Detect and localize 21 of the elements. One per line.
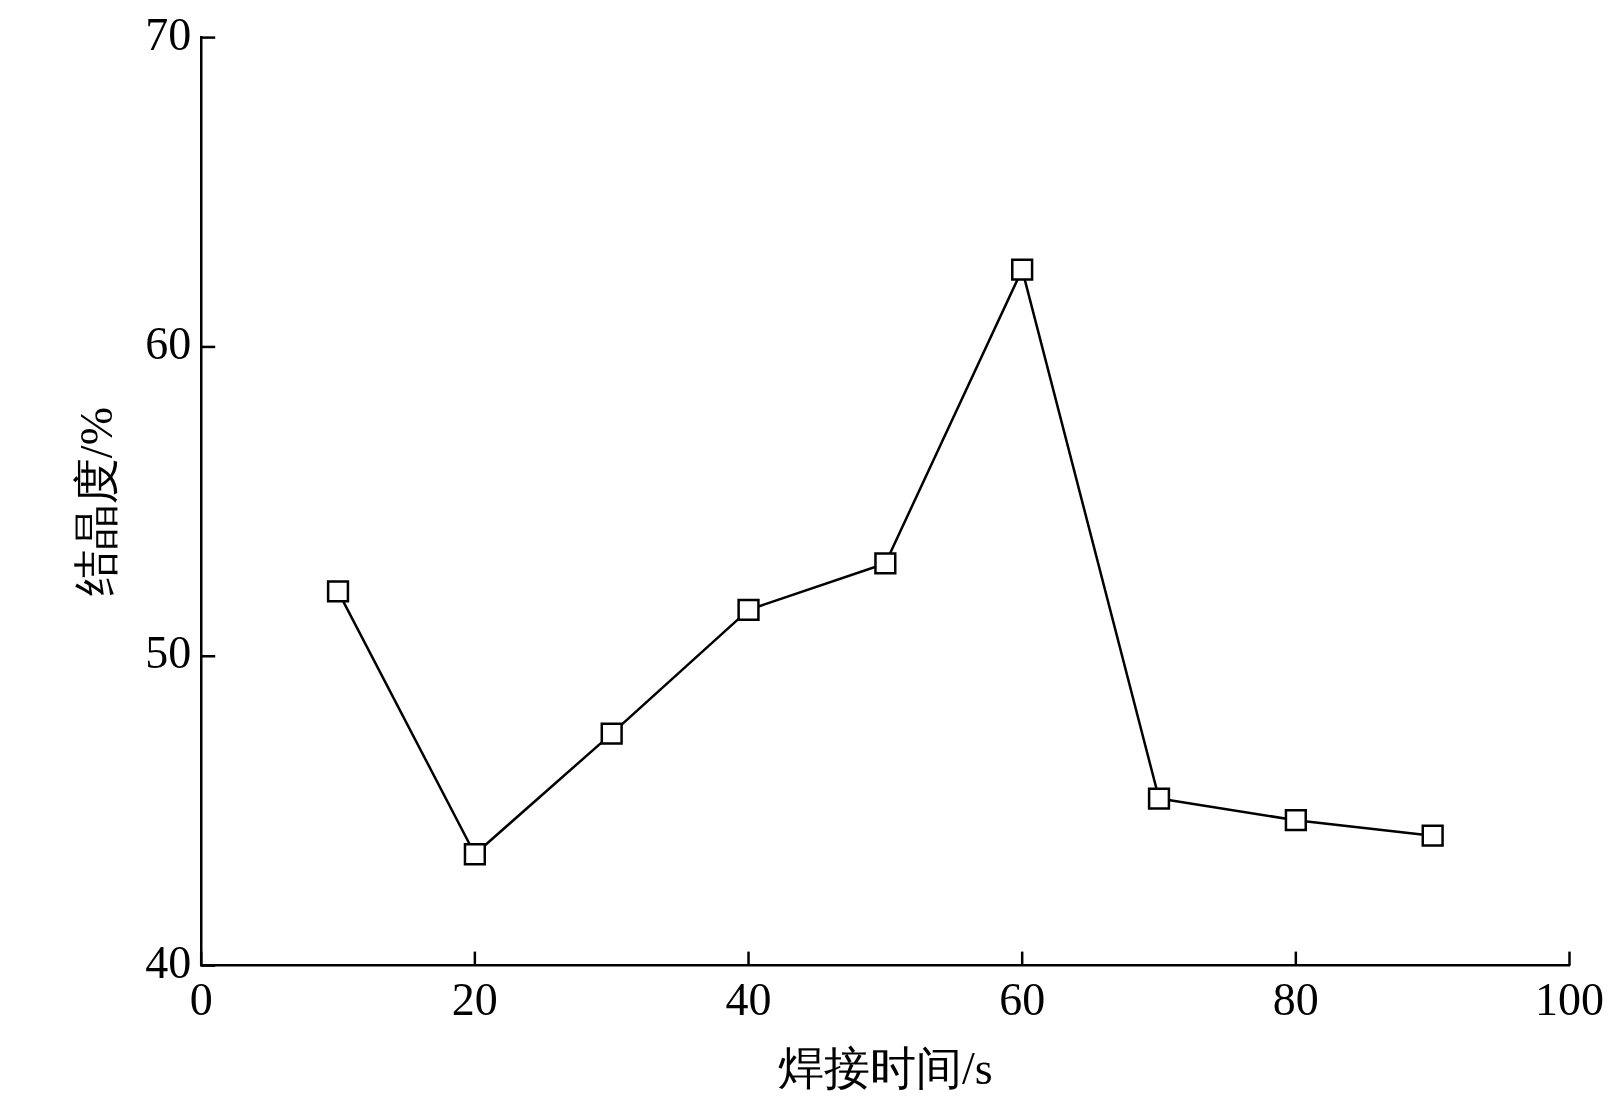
point [600,722,623,745]
y-tick-label: 50 [145,627,192,679]
point [1147,787,1171,810]
y-tick-label: 60 [145,318,192,370]
point [1011,258,1034,281]
point [1284,809,1307,832]
y-tick-label: 40 [145,936,192,988]
x-tick-label: 20 [451,974,498,1026]
x-tick-label: 80 [1272,974,1319,1026]
x-tick-label: 0 [189,974,213,1026]
x-tick-label: 60 [999,974,1046,1026]
x-tick-label: 100 [1535,974,1604,1026]
x-axis-title: 焊接时间/s [778,1043,993,1095]
point [874,552,897,575]
point [326,580,350,603]
point [1421,824,1444,847]
point [737,598,760,622]
y-tick-label: 70 [145,8,192,60]
point [463,843,487,866]
x-tick-label: 40 [725,974,772,1026]
y-axis-title: 结晶度/% [70,407,122,597]
